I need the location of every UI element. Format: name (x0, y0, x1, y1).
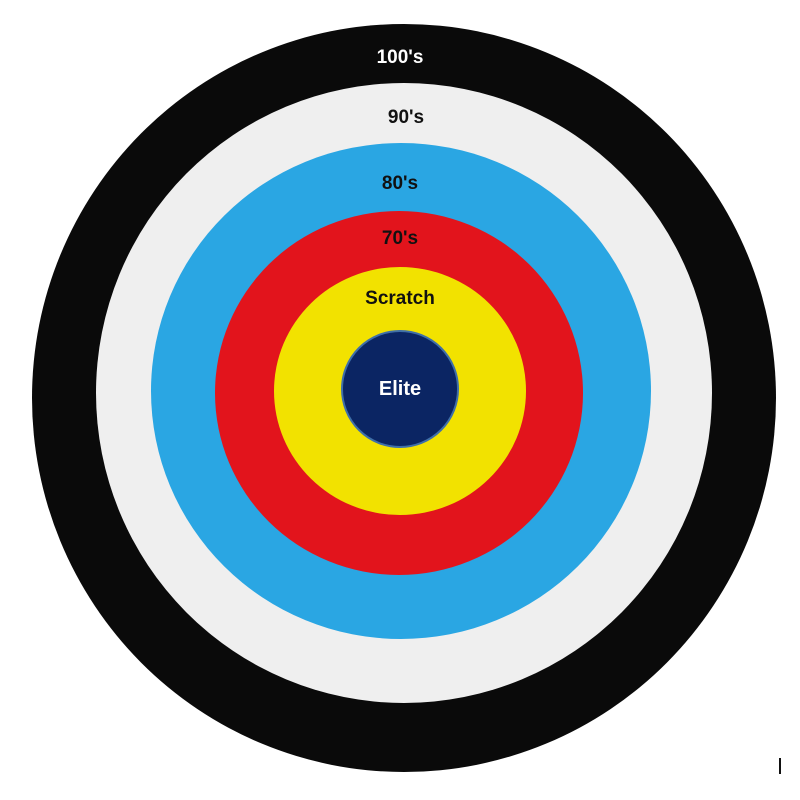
edge-mark (779, 758, 781, 774)
label-elite: Elite (379, 378, 421, 400)
label-70s: 70's (382, 228, 418, 249)
label-90s: 90's (388, 107, 424, 128)
label-scratch: Scratch (365, 288, 435, 309)
ring-elite (341, 330, 459, 448)
label-80s: 80's (382, 173, 418, 194)
label-100s: 100's (377, 47, 424, 68)
